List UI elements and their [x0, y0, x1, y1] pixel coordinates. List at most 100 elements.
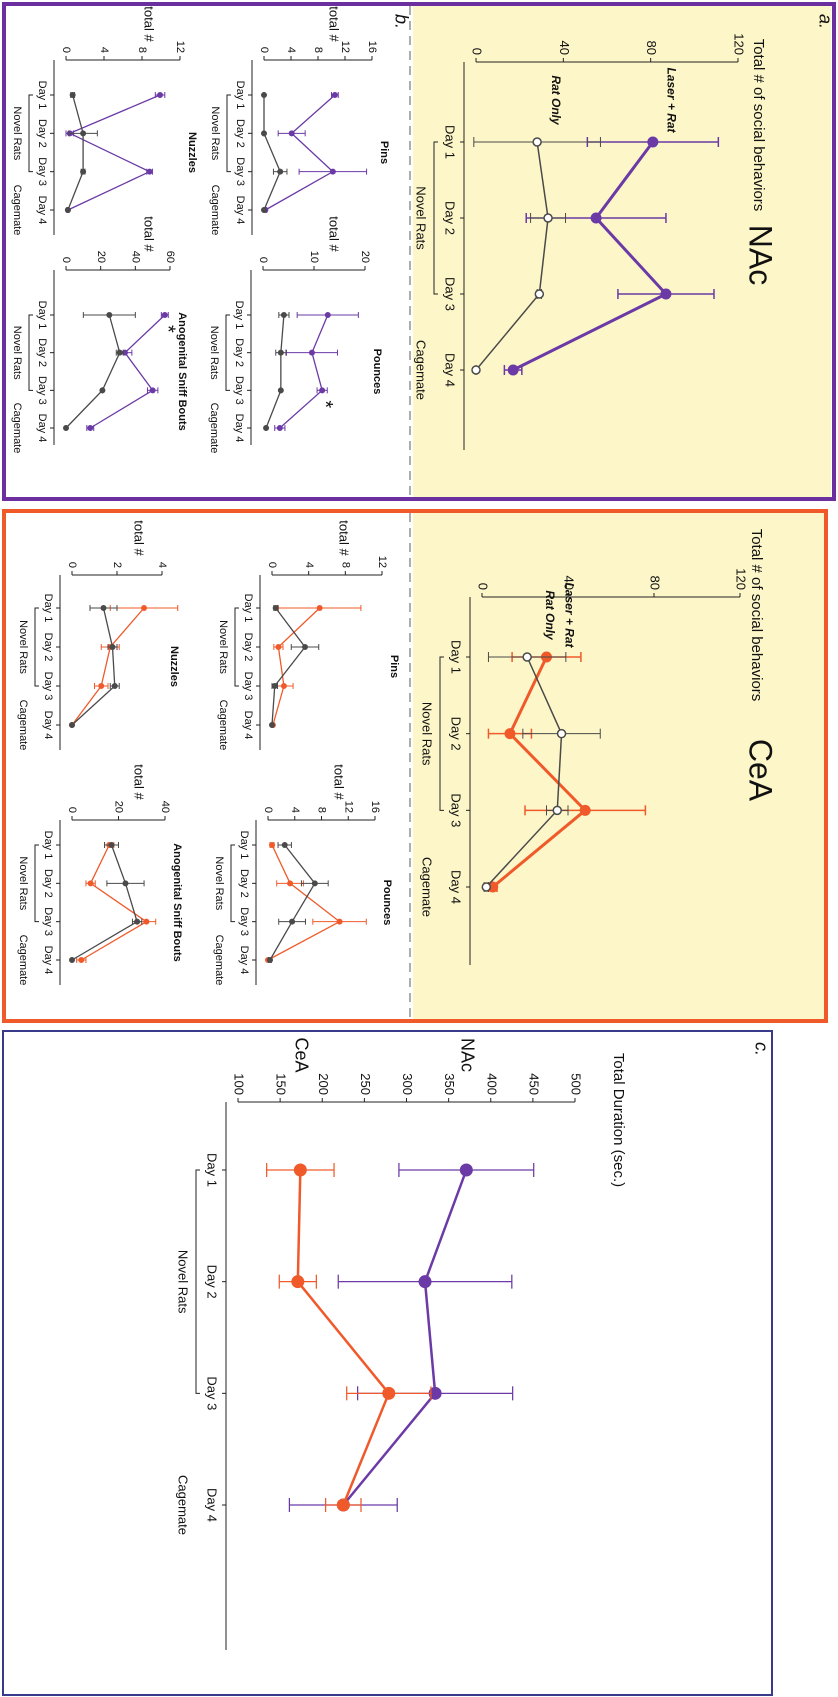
data-point — [660, 288, 672, 300]
data-point — [308, 349, 315, 356]
data-point — [287, 880, 294, 887]
y-axis-title: Total # of social behaviors — [748, 529, 765, 702]
series-line — [65, 314, 121, 429]
series-line — [342, 1169, 468, 1506]
data-point — [647, 136, 659, 148]
group-bracket — [226, 94, 231, 173]
data-point — [277, 349, 284, 356]
data-point — [272, 605, 279, 611]
group-label: Cagemate — [217, 700, 229, 751]
data-point — [106, 312, 113, 318]
y-tick-label: 4 — [98, 47, 110, 53]
panel-c-box — [2, 1030, 773, 1696]
series-label: Rat Only — [549, 75, 563, 126]
data-point — [69, 722, 75, 728]
data-point — [271, 683, 278, 689]
x-tick-label: Day 4 — [42, 946, 54, 975]
y-tick-label: 8 — [316, 807, 328, 813]
y-tick-label: 0 — [66, 807, 78, 813]
data-point — [269, 842, 276, 848]
data-point — [64, 207, 71, 213]
y-tick-label: 200 — [316, 1073, 331, 1095]
x-tick-label: Day 4 — [242, 711, 254, 740]
y-tick-label: 12 — [174, 41, 186, 53]
x-tick-label: Day 4 — [449, 870, 464, 904]
x-tick-label: Day 1 — [36, 81, 48, 110]
data-point — [277, 168, 284, 175]
data-point — [504, 728, 516, 740]
group-label: Cagemate — [209, 185, 221, 236]
data-point — [331, 92, 338, 98]
data-point — [267, 957, 274, 963]
x-tick-label: Day 2 — [205, 1265, 220, 1299]
x-tick-label: Day 4 — [205, 1488, 220, 1522]
panel-label: c. — [751, 1042, 771, 1056]
group-bracket — [234, 607, 239, 687]
group-label: Cagemate — [17, 935, 29, 986]
data-point — [382, 1386, 396, 1400]
y-tick-label: 60 — [164, 251, 176, 263]
data-point — [579, 804, 591, 816]
series-line — [269, 844, 316, 961]
data-point — [69, 957, 75, 963]
chart-title: Anogenital Sniff Bouts — [171, 843, 183, 962]
data-point — [157, 92, 164, 98]
x-tick-label: Day 2 — [443, 201, 458, 235]
x-tick-label: Day 2 — [234, 119, 246, 148]
group-bracket — [439, 656, 444, 811]
chart-title: Pounces — [371, 349, 383, 395]
y-tick-label: 12 — [339, 41, 351, 53]
series-line — [265, 314, 285, 429]
data-point — [291, 1275, 305, 1289]
x-tick-label: Day 4 — [36, 414, 48, 443]
y-tick-label: 0 — [257, 257, 269, 263]
x-tick-label: Day 3 — [42, 672, 54, 701]
y-tick-label: 120 — [734, 568, 749, 590]
x-tick-label: Day 4 — [234, 196, 246, 225]
series-line — [485, 656, 563, 888]
x-tick-label: Day 1 — [42, 594, 54, 623]
data-point — [80, 168, 87, 175]
x-tick-label: Day 4 — [238, 946, 250, 975]
series-line — [71, 844, 138, 961]
series-label: CeA — [292, 1037, 312, 1072]
group-label: Cagemate — [414, 340, 429, 400]
group-label: Cagemate — [11, 403, 23, 454]
x-tick-label: Day 3 — [233, 376, 245, 405]
y-axis-title: total # — [132, 764, 147, 800]
y-tick-label: 0 — [476, 583, 491, 590]
y-tick-label: 300 — [400, 1073, 415, 1095]
data-point — [481, 882, 492, 892]
group-bracket — [230, 844, 235, 923]
data-point — [275, 644, 282, 650]
data-point — [149, 387, 156, 394]
y-axis-title: total # — [327, 6, 342, 42]
data-point — [276, 425, 283, 431]
data-point — [302, 644, 308, 650]
y-tick-label: 40 — [557, 41, 572, 55]
data-point — [111, 683, 118, 689]
data-point — [280, 683, 287, 689]
x-tick-label: Day 3 — [42, 907, 54, 936]
x-tick-label: Day 3 — [234, 157, 246, 186]
panel-label: a. — [815, 14, 835, 29]
group-bracket — [195, 1169, 200, 1394]
data-point — [109, 644, 116, 650]
y-tick-label: 0 — [60, 257, 72, 263]
data-point — [471, 365, 481, 375]
group-bracket — [433, 141, 438, 295]
y-tick-label: 0 — [262, 807, 274, 813]
data-point — [324, 312, 331, 318]
data-point — [134, 918, 141, 925]
x-tick-label: Day 3 — [449, 793, 464, 827]
x-tick-label: Day 3 — [238, 907, 250, 936]
y-tick-label: 150 — [274, 1073, 289, 1095]
data-point — [78, 957, 85, 963]
series-line — [263, 95, 281, 211]
chart-title: Anogenital Sniff Bouts — [176, 312, 188, 431]
cea-box — [2, 509, 828, 1023]
data-point — [590, 212, 602, 224]
series-line — [80, 844, 148, 961]
data-point — [319, 387, 326, 394]
